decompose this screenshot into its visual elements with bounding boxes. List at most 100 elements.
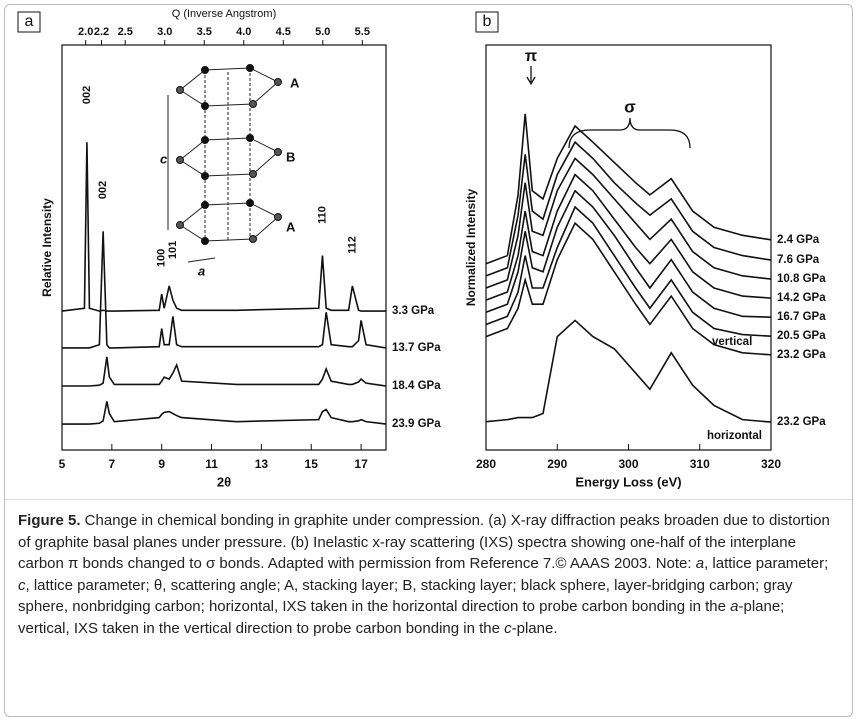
- x-tick-label: 7: [109, 457, 116, 471]
- caption: Figure 5. Change in chemical bonding in …: [18, 510, 840, 640]
- atom: [176, 156, 184, 164]
- series-label: 10.8 GPa: [777, 273, 826, 285]
- series-line: [485, 205, 772, 337]
- x-tick-label: 290: [547, 457, 567, 471]
- atom: [176, 221, 184, 229]
- caption-text: Change in chemical bonding in graphite u…: [18, 512, 830, 573]
- layer: [179, 202, 279, 242]
- x-tick-label: 17: [354, 457, 368, 471]
- peak-label: 100: [156, 249, 168, 267]
- series-label: 20.5 GPa: [777, 330, 826, 342]
- annotation: horizontal: [707, 430, 762, 442]
- atom: [249, 235, 257, 243]
- atom: [201, 237, 209, 245]
- x-axis-label: Energy Loss (eV): [575, 474, 681, 489]
- series-label: 23.9 GPa: [392, 418, 441, 430]
- caption-label: Figure 5.: [18, 512, 81, 529]
- atom: [176, 86, 184, 94]
- x2-tick-label: 2.0: [78, 26, 93, 38]
- sigma-brace: [568, 117, 691, 149]
- x-tick-label: 9: [158, 457, 165, 471]
- caption-text: a: [695, 555, 705, 573]
- x-tick-label: 280: [476, 457, 496, 471]
- y-axis-label: Normalized Intensity: [464, 188, 478, 306]
- series-line: [485, 157, 772, 289]
- series-line: [62, 401, 387, 425]
- peak-label: 002: [81, 86, 93, 104]
- atom: [246, 134, 254, 142]
- x2-tick-label: 5.0: [315, 26, 330, 38]
- y-axis-label: Relative Intensity: [40, 198, 54, 297]
- series-line: [485, 113, 772, 265]
- layer: [179, 137, 279, 177]
- inset-label: c: [160, 151, 168, 166]
- figure: a 5 7 9 11 13 15 17 2θ Relative Intensity 2.0 2.2 2.…: [5, 8, 854, 500]
- x2-tick-label: 3.5: [197, 26, 212, 38]
- inset-label: a: [198, 263, 205, 278]
- atom: [274, 148, 282, 156]
- layer: [179, 67, 279, 107]
- x-tick-label: 11: [205, 457, 218, 471]
- x2-tick-label: 4.0: [236, 26, 251, 38]
- annotation: σ: [624, 97, 636, 116]
- atom: [201, 201, 209, 209]
- a-arrow: [187, 257, 216, 263]
- inset-label: A: [286, 219, 296, 234]
- x2-tick-label: 2.5: [118, 26, 133, 38]
- atom: [201, 66, 209, 74]
- caption-text: a: [730, 598, 739, 616]
- atom: [201, 136, 209, 144]
- x2-tick-label: 5.5: [355, 26, 370, 38]
- panel-label: a: [25, 13, 34, 30]
- atom: [249, 170, 257, 178]
- x-axis-label: 2θ: [217, 474, 231, 489]
- caption-text: c: [18, 576, 26, 594]
- x2-tick-label: 3.0: [157, 26, 172, 38]
- peak-label: 110: [316, 206, 328, 224]
- annotation: vertical: [712, 336, 752, 348]
- x-tick-label: 320: [761, 457, 781, 471]
- caption-text: , lattice parameter; θ, scattering angle…: [18, 576, 793, 616]
- annotation: π: [525, 48, 537, 65]
- series-label: 3.3 GPa: [392, 305, 435, 317]
- plot-frame: [61, 44, 387, 451]
- series-line: [485, 140, 772, 277]
- series-label: 7.6 GPa: [777, 254, 820, 266]
- panel-label-box: [475, 11, 499, 33]
- x-tick-label: 310: [690, 457, 710, 471]
- atom: [201, 102, 209, 110]
- caption-text: -plane.: [511, 619, 558, 637]
- series-label: 23.2 GPa: [777, 349, 826, 361]
- caption-text: c: [504, 619, 512, 637]
- atom: [201, 172, 209, 180]
- figure-frame: [4, 4, 853, 717]
- x2-axis-label: Q (Inverse Angstrom): [172, 8, 277, 20]
- peak-label: 002: [97, 181, 109, 199]
- inset-label: B: [286, 149, 295, 164]
- crystal-inset: [167, 67, 279, 263]
- panel-label-box: [17, 11, 41, 33]
- atom: [249, 100, 257, 108]
- peak-label: 112: [346, 236, 358, 254]
- peak-label: 101: [167, 241, 179, 259]
- x-tick-label: 13: [255, 457, 269, 471]
- series-label: 16.7 GPa: [777, 311, 826, 323]
- inset-label: A: [290, 75, 300, 90]
- series-label: 23.2 GPa: [777, 416, 826, 428]
- x-tick-label: 300: [618, 457, 638, 471]
- series-label: 2.4 GPa: [777, 234, 820, 246]
- series-line: [61, 142, 386, 312]
- series-line: [485, 319, 772, 423]
- caption-text: , lattice parameter;: [704, 555, 829, 573]
- x2-tick-label: 2.2: [94, 26, 109, 38]
- caption-text: -plane; vertical, IXS taken in the verti…: [18, 598, 785, 637]
- atom: [274, 213, 282, 221]
- x-tick-label: 15: [305, 457, 319, 471]
- atom: [246, 64, 254, 72]
- atoms: [176, 64, 282, 245]
- series-line: [485, 189, 772, 318]
- x-tick-label: 5: [59, 457, 66, 471]
- x2-tick-label: 4.5: [276, 26, 291, 38]
- series-line: [62, 231, 387, 349]
- atom: [246, 199, 254, 207]
